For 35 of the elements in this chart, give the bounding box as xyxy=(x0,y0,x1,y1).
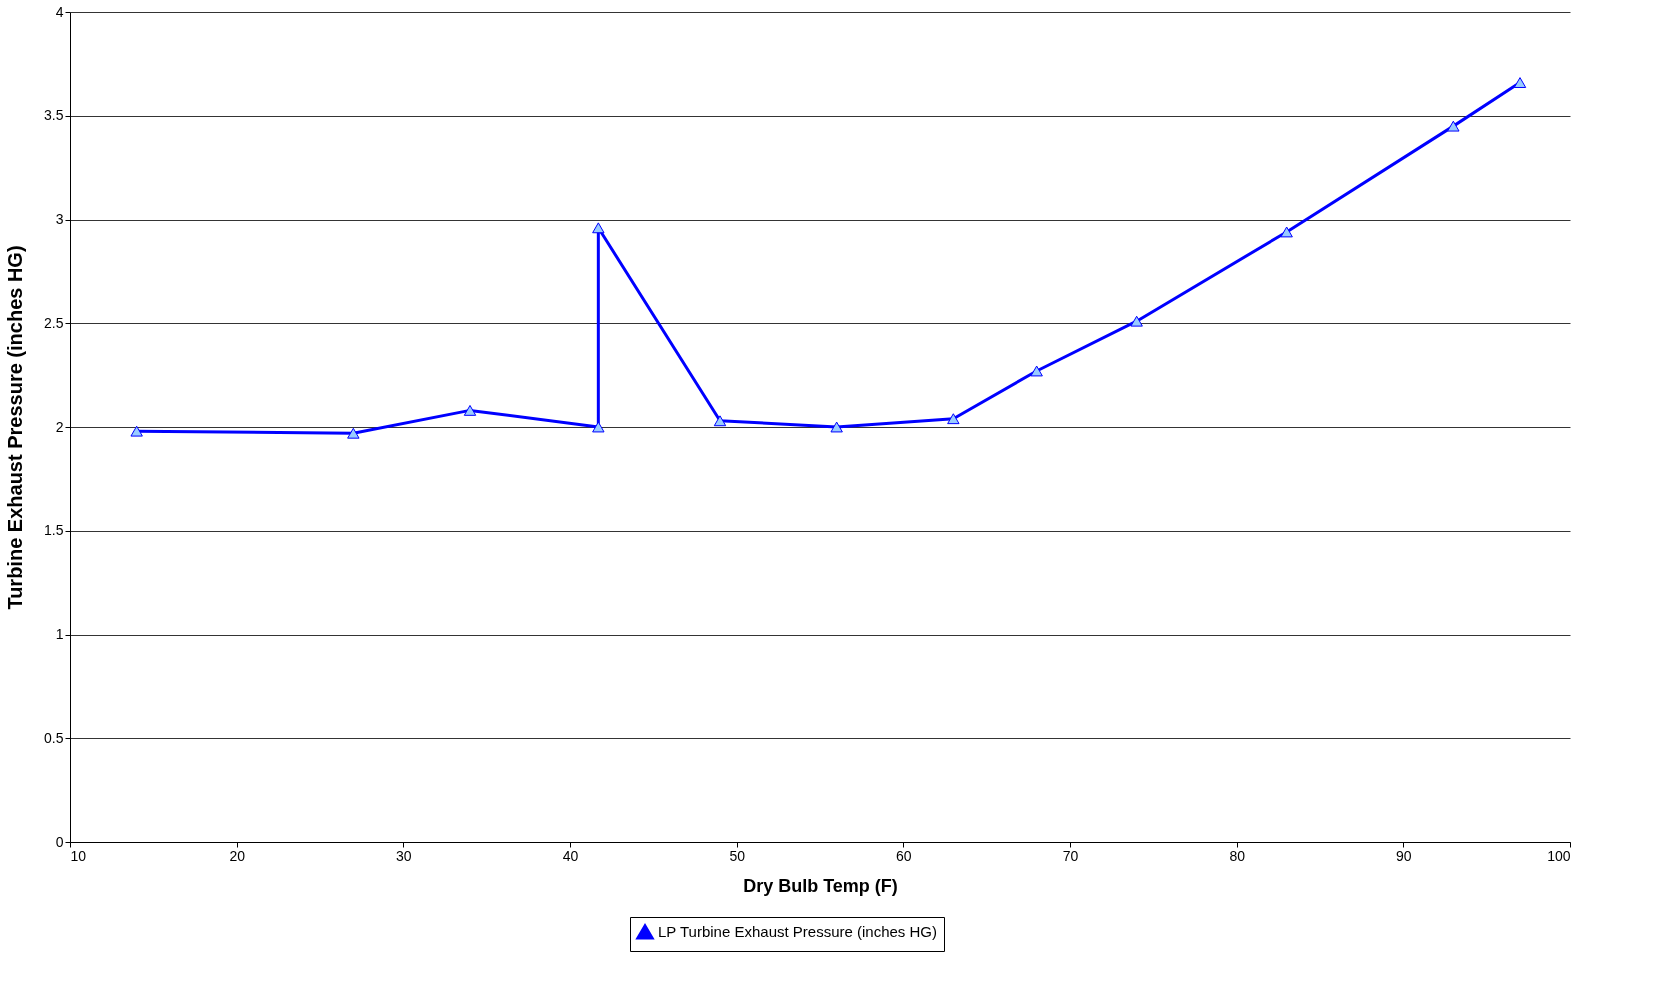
point xyxy=(592,421,605,433)
y-axis-title: Turbine Exhaust Pressure (inches HG) xyxy=(4,245,27,610)
y-tick-label: 2.5 xyxy=(44,314,64,331)
x-tick-label: 90 xyxy=(1396,847,1412,864)
point xyxy=(947,413,960,425)
y-tick-label: 3 xyxy=(55,211,64,227)
y-tick-label: 4 xyxy=(55,3,64,20)
legend-label: LP Turbine Exhaust Pressure (inches HG) xyxy=(658,923,938,940)
x-axis-title: Dry Bulb Temp (F) xyxy=(743,875,898,896)
x-tick-label: 80 xyxy=(1229,847,1246,864)
point xyxy=(592,222,605,234)
y-tick-label: 0.5 xyxy=(44,729,64,746)
y-tick-label: 2 xyxy=(55,418,64,435)
point xyxy=(1513,77,1527,88)
x-tick-label: 70 xyxy=(1062,847,1079,864)
x-tick-label: 40 xyxy=(562,847,579,864)
point xyxy=(830,421,843,433)
y-tick-label: 0 xyxy=(55,833,64,850)
y-tick-label: 3.5 xyxy=(44,107,64,124)
x-tick-label: 10 xyxy=(70,847,87,864)
x-tick-label: 30 xyxy=(396,847,412,864)
point xyxy=(463,404,477,416)
x-tick-label: 50 xyxy=(729,847,746,864)
x-tick-label: 60 xyxy=(896,847,912,864)
point xyxy=(1130,315,1143,327)
point xyxy=(713,415,727,427)
point xyxy=(130,425,143,437)
point xyxy=(1030,365,1043,377)
x-tick-label: 100 xyxy=(1547,847,1571,864)
x-tick-label: 20 xyxy=(229,847,246,864)
y-tick-label: 1.5 xyxy=(44,522,64,539)
point xyxy=(1280,226,1293,238)
point xyxy=(1447,120,1460,132)
y-tick-label: 1 xyxy=(55,626,64,642)
point xyxy=(347,427,360,439)
